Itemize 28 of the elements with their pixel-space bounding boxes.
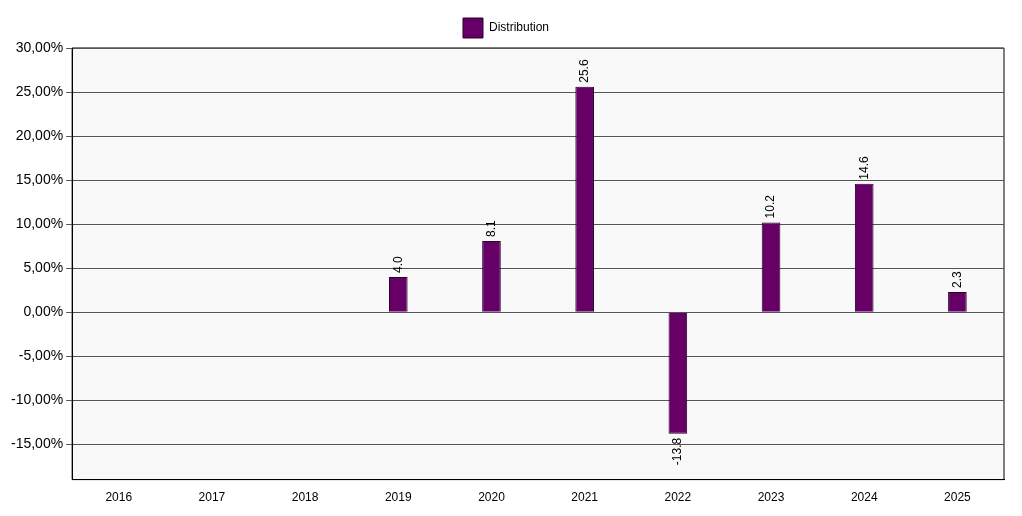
data-label: 4.0 [390, 256, 405, 274]
y-tick-label: 25,00% [15, 82, 64, 99]
y-tick-label: 10,00% [15, 215, 64, 232]
x-tick-label: 2020 [478, 490, 506, 505]
x-tick-label: 2025 [944, 490, 972, 505]
y-tick-label: 20,00% [15, 126, 64, 143]
y-tick-label: 30,00% [15, 38, 64, 55]
data-label: -13.8 [670, 437, 685, 466]
data-label: 10.2 [763, 194, 778, 219]
y-tick-label: 15,00% [15, 170, 64, 187]
y-tick-label: -5,00% [18, 347, 64, 364]
y-tick-label: -15,00% [10, 435, 64, 452]
data-label: 2.3 [949, 270, 964, 288]
x-tick-label: 2021 [571, 490, 599, 505]
data-label: 8.1 [483, 219, 498, 237]
x-tick-label: 2016 [105, 490, 133, 505]
x-tick-label: 2017 [198, 490, 226, 505]
data-label: 25.6 [576, 59, 591, 83]
legend-label: Distribution [488, 20, 550, 35]
data-label: 14.6 [856, 155, 871, 180]
y-tick-label: -10,00% [10, 391, 64, 408]
x-tick-label: 2019 [384, 490, 412, 505]
y-tick-label: 5,00% [23, 259, 64, 276]
x-tick-label: 2024 [850, 490, 878, 505]
y-tick-label: 0,00% [23, 303, 64, 320]
x-tick-label: 2018 [291, 490, 319, 505]
x-tick-label: 2022 [664, 490, 692, 505]
x-tick-label: 2023 [757, 490, 785, 505]
